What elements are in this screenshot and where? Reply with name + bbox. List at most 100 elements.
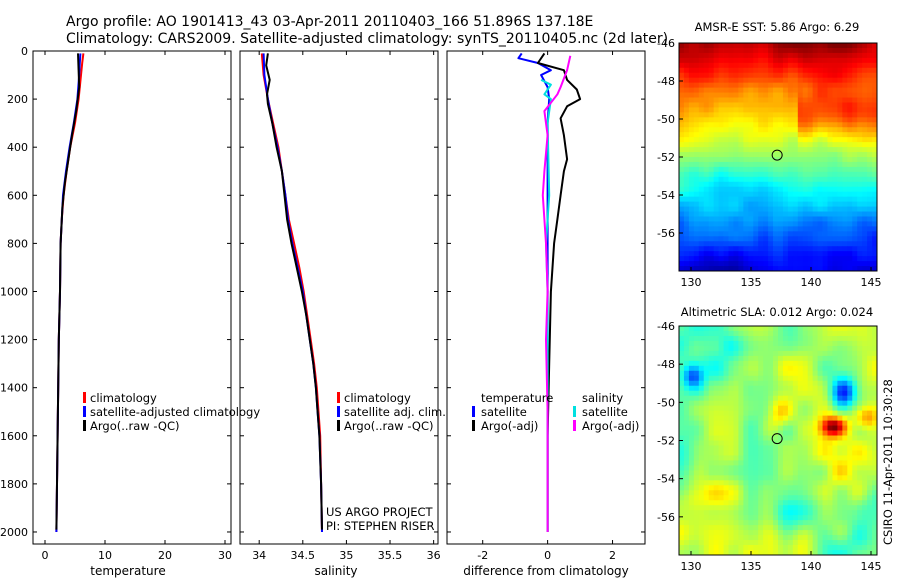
map-cell	[787, 505, 794, 511]
map-cell	[822, 236, 828, 242]
map-cell	[723, 530, 729, 536]
map-cell	[857, 171, 863, 178]
map-cell	[698, 455, 705, 461]
map-cell	[723, 335, 729, 342]
map-cell	[743, 251, 749, 257]
map-cell	[842, 360, 848, 367]
map-cell	[862, 535, 868, 541]
map-cell	[708, 122, 715, 128]
map-cell	[847, 520, 853, 526]
map-cell	[822, 87, 828, 93]
map-cell	[713, 500, 719, 506]
map-cell	[738, 326, 744, 332]
map-cell	[872, 147, 878, 153]
map-cell	[867, 365, 873, 372]
map-cell	[862, 350, 868, 357]
map-cell	[723, 480, 729, 486]
map-cell	[728, 52, 734, 59]
map-cell	[679, 485, 685, 491]
map-cell	[832, 166, 838, 173]
map-cell	[837, 191, 843, 198]
y-tick-label: 800	[7, 237, 28, 250]
map-cell	[738, 390, 744, 397]
map-cell	[817, 535, 823, 541]
map-cell	[872, 475, 878, 481]
map-cell	[857, 370, 863, 377]
map-cell	[698, 181, 705, 188]
map-cell	[842, 535, 848, 541]
map-cell	[867, 211, 873, 217]
map-cell	[728, 226, 734, 232]
map-cell	[797, 365, 804, 372]
map-cell	[703, 127, 710, 133]
map-cell	[807, 345, 814, 352]
map-cell	[857, 246, 863, 252]
map-cell	[812, 191, 818, 198]
map-cell	[857, 216, 863, 222]
map-cell	[743, 485, 749, 491]
map-cell	[728, 440, 734, 446]
map-cell	[683, 72, 690, 79]
map-cell	[797, 350, 804, 357]
map-cell	[728, 171, 734, 178]
map-cell	[832, 77, 838, 84]
map-cell	[837, 540, 843, 546]
map-cell	[773, 375, 779, 382]
map-cell	[693, 465, 700, 471]
map-cell	[688, 520, 695, 526]
map-cell	[748, 425, 754, 431]
map-cell	[768, 97, 774, 103]
map-cell	[748, 540, 754, 546]
map-cell	[679, 370, 685, 377]
map-cell	[713, 137, 719, 143]
map-cell	[713, 430, 719, 436]
map-cell	[773, 82, 779, 89]
map-cell	[679, 335, 685, 342]
map-cell	[822, 405, 828, 412]
map-cell	[763, 545, 769, 551]
map-cell	[778, 530, 784, 536]
map-cell	[773, 525, 779, 531]
map-cell	[837, 410, 843, 417]
map-cell	[862, 52, 868, 59]
map-cell	[743, 216, 749, 222]
map-cell	[693, 450, 700, 456]
map-cell	[683, 340, 690, 347]
map-cell	[862, 475, 868, 481]
map-cell	[748, 236, 754, 242]
map-cell	[763, 226, 769, 232]
map-cell	[872, 142, 878, 148]
map-cell	[792, 495, 799, 501]
map-cell	[768, 485, 774, 491]
map-cell	[847, 450, 853, 456]
map-cell	[817, 206, 823, 212]
map-cell	[812, 176, 818, 183]
map-cell	[738, 97, 744, 103]
map-cell	[812, 216, 818, 222]
map-cell	[679, 475, 685, 481]
map-cell	[822, 266, 828, 272]
map-cell	[753, 535, 759, 541]
map-cell	[743, 500, 749, 506]
map-cell	[852, 470, 858, 476]
map-cell	[792, 370, 799, 377]
map-x-tick-label: 130	[681, 560, 702, 573]
map-cell	[748, 455, 754, 461]
map-cell	[693, 326, 700, 332]
map-cell	[787, 231, 794, 237]
map-cell	[758, 226, 764, 232]
map-cell	[679, 490, 685, 496]
map-cell	[802, 127, 809, 133]
map-cell	[847, 226, 853, 232]
map-cell	[802, 211, 809, 217]
map-cell	[812, 390, 818, 397]
legend-swatch-satellite-adjusted	[83, 406, 86, 417]
map-cell	[857, 47, 863, 54]
map-cell	[842, 470, 848, 476]
map-cell	[758, 261, 764, 267]
map-cell	[688, 460, 695, 466]
map-cell	[713, 92, 719, 98]
map-cell	[778, 480, 784, 486]
map-cell	[728, 161, 734, 168]
